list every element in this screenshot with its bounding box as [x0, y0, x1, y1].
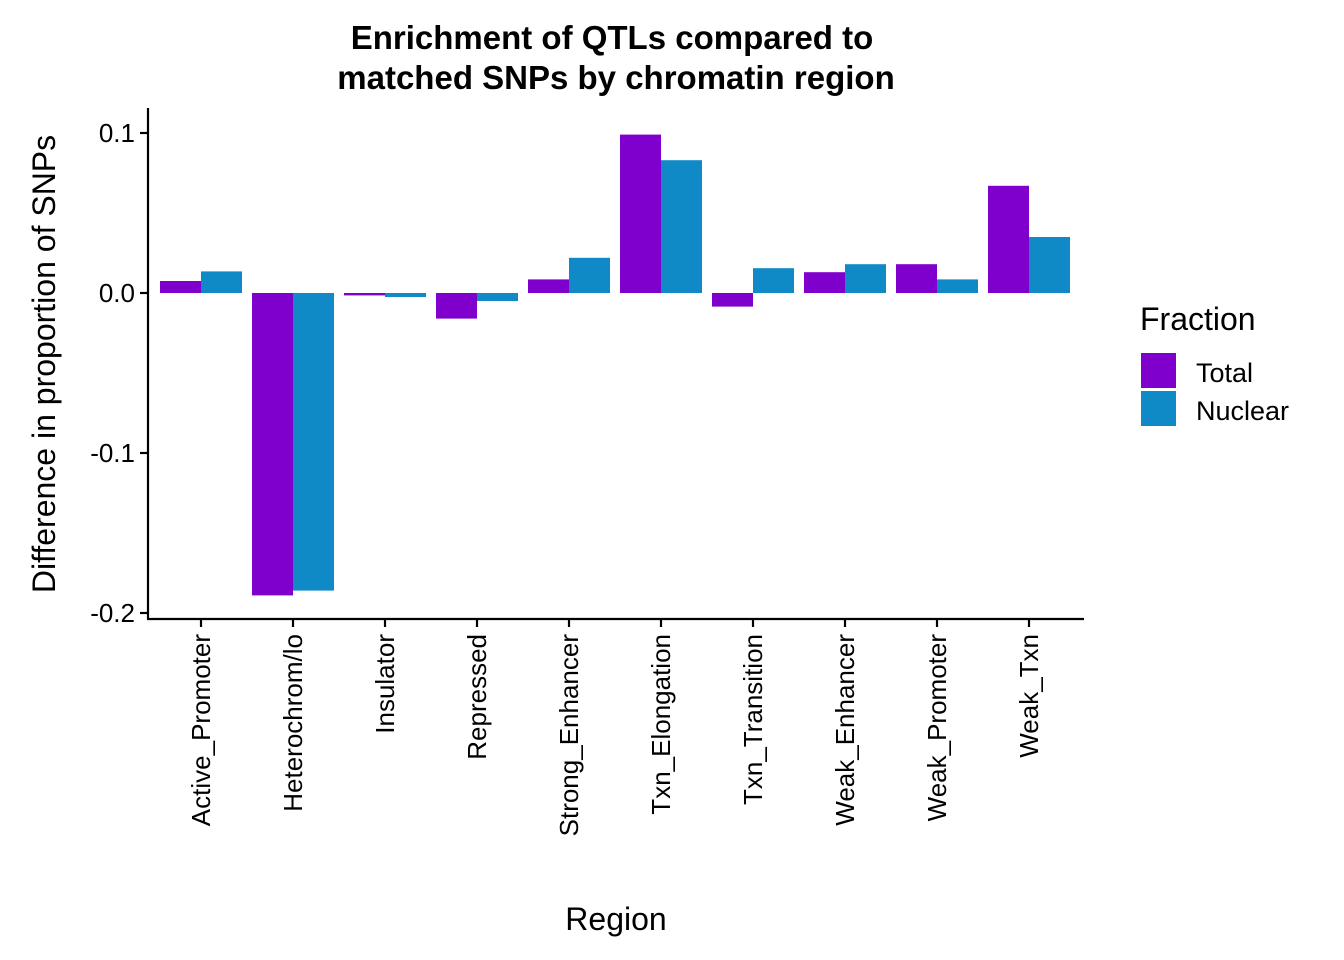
bar-total-active-promoter	[160, 281, 201, 293]
bar-nuclear-txn-transition	[753, 268, 794, 293]
bar-nuclear-txn-elongation	[661, 160, 702, 293]
chart-title-line-2: matched SNPs by chromatin region	[337, 59, 894, 96]
y-tick-label: -0.2	[90, 598, 135, 628]
chart-title-line-1: Enrichment of QTLs compared to	[351, 19, 874, 56]
y-tick-label: -0.1	[90, 438, 135, 468]
y-ticks-group: 0.1 0.0 -0.1 -0.2	[90, 118, 148, 628]
bar-total-txn-transition	[712, 293, 753, 307]
bar-total-weak-enhancer	[804, 272, 845, 293]
x-tick-label: Active_Promoter	[186, 634, 216, 827]
legend-label-total: Total	[1196, 358, 1253, 388]
bar-nuclear-heterochrom-lo	[293, 293, 334, 591]
y-tick-label: 0.0	[99, 278, 135, 308]
y-tick-label: 0.1	[99, 118, 135, 148]
legend-swatch-nuclear	[1141, 391, 1176, 426]
bars-group	[160, 134, 1070, 596]
bar-nuclear-weak-enhancer	[845, 264, 886, 293]
bar-nuclear-weak-promoter	[937, 279, 978, 293]
x-tick-label: Strong_Enhancer	[554, 634, 584, 837]
bar-nuclear-strong-enhancer	[569, 257, 610, 293]
bar-nuclear-repressed	[477, 293, 518, 301]
x-tick-label: Txn_Elongation	[646, 634, 676, 815]
x-tick-label: Insulator	[370, 634, 400, 734]
x-axis-title: Region	[565, 901, 666, 937]
bar-total-strong-enhancer	[528, 279, 569, 293]
x-tick-label: Repressed	[462, 634, 492, 760]
x-ticks-group: Active_Promoter Heterochrom/lo Insulator Re…	[186, 619, 1044, 836]
bar-total-insulator	[344, 293, 385, 296]
bar-total-weak-txn	[988, 185, 1029, 293]
bar-nuclear-insulator	[385, 293, 426, 297]
bar-total-weak-promoter	[896, 264, 937, 293]
bar-nuclear-weak-txn	[1029, 237, 1070, 293]
bar-total-repressed	[436, 293, 477, 319]
bar-nuclear-active-promoter	[201, 271, 242, 293]
x-tick-label: Weak_Enhancer	[830, 634, 860, 826]
legend: Fraction Total Nuclear	[1140, 301, 1289, 426]
legend-title: Fraction	[1140, 301, 1256, 337]
y-axis-title: Difference in proportion of SNPs	[26, 135, 62, 593]
bar-total-heterochrom-lo	[252, 293, 293, 596]
x-tick-label: Weak_Txn	[1014, 634, 1044, 758]
x-tick-label: Weak_Promoter	[922, 634, 952, 822]
legend-label-nuclear: Nuclear	[1196, 396, 1289, 426]
x-tick-label: Txn_Transition	[738, 634, 768, 805]
legend-swatch-total	[1141, 353, 1176, 388]
bar-total-txn-elongation	[620, 134, 661, 293]
x-tick-label: Heterochrom/lo	[278, 634, 308, 812]
